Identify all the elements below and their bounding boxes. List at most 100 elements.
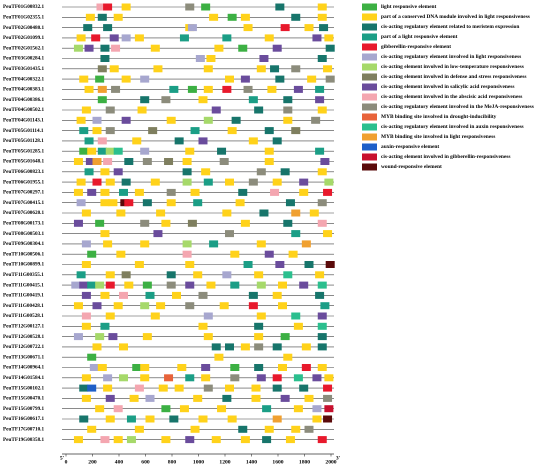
cis-element: [81, 312, 91, 320]
cis-element: [291, 127, 301, 135]
gene-label: PeuTF17G00710.1: [3, 426, 44, 432]
cis-element: [182, 240, 192, 248]
cis-element: [179, 34, 189, 42]
legend-label: light responsive element: [381, 4, 437, 10]
cis-element: [206, 55, 216, 62]
cis-element: [134, 188, 144, 196]
cis-element: [100, 44, 110, 52]
cis-element: [299, 188, 309, 196]
cis-element: [121, 3, 131, 11]
cis-element: [256, 374, 266, 382]
cis-element: [278, 281, 287, 289]
cis-element: [227, 415, 237, 423]
gene-label: PeuTF11G00419.1: [3, 293, 44, 299]
cis-element: [97, 96, 107, 104]
cis-element: [83, 24, 93, 32]
legend-label: cis-acting element involved in gibberell…: [381, 154, 510, 160]
cis-element: [100, 55, 110, 62]
cis-element: [96, 3, 106, 11]
cis-element: [325, 44, 335, 52]
cis-element: [198, 415, 208, 423]
cis-element: [182, 158, 192, 165]
legend-label: cis-acting element involved in low-tempe…: [381, 64, 524, 70]
x-tick-label: 1400: [246, 459, 257, 465]
gene-label: PeuTF04G00322.1: [3, 76, 44, 82]
cis-element: [285, 199, 295, 207]
cis-element: [103, 374, 113, 382]
cis-element: [103, 384, 113, 392]
gene-label: PeuTF01G02355.1: [3, 14, 44, 20]
cis-element: [185, 261, 195, 268]
cis-element: [248, 178, 258, 186]
legend-swatch: [362, 13, 377, 21]
cis-element: [84, 137, 94, 145]
x-tick-label: 0: [65, 459, 68, 465]
cis-element: [87, 250, 97, 258]
cis-element: [240, 343, 250, 351]
cis-element: [150, 178, 160, 186]
gene-label: PeuTF15G00102.1: [3, 385, 44, 391]
cis-element: [214, 44, 224, 52]
cis-element: [222, 34, 232, 42]
cis-element: [113, 302, 123, 310]
cis-element: [73, 436, 83, 444]
cis-element: [153, 65, 163, 73]
x-tick-label: 1800: [299, 459, 310, 465]
cis-element: [121, 116, 131, 124]
cis-element: [76, 116, 86, 124]
cis-element: [195, 55, 205, 62]
legend-swatch: [362, 33, 377, 41]
cis-element: [288, 250, 298, 258]
cis-element: [105, 281, 115, 289]
cis-element: [100, 322, 110, 330]
cis-element: [105, 106, 115, 114]
cis-element: [100, 291, 110, 299]
cis-element: [103, 158, 113, 165]
cis-element: [211, 106, 221, 114]
cis-element: [201, 168, 211, 176]
cis-element: [92, 343, 102, 351]
cis-element: [293, 405, 303, 413]
cis-element: [275, 75, 285, 83]
cis-element: [153, 230, 163, 238]
cis-element: [177, 364, 187, 371]
end-label: 3': [336, 455, 341, 461]
legend-label: cis-acting element involved in salicylic…: [381, 84, 514, 90]
cis-element: [103, 3, 113, 11]
cis-element: [79, 384, 89, 392]
cis-element: [185, 302, 195, 310]
cis-element: [225, 178, 234, 186]
cis-element: [201, 374, 211, 382]
cis-element: [324, 374, 334, 382]
cis-element: [240, 219, 250, 227]
cis-element: [317, 364, 327, 371]
cis-element: [280, 24, 290, 32]
cis-element: [324, 405, 334, 413]
cis-element: [121, 75, 131, 83]
cis-element: [73, 219, 83, 227]
cis-element: [116, 250, 126, 258]
cis-element: [85, 158, 95, 165]
cis-element: [225, 230, 234, 238]
cis-element: [108, 199, 118, 207]
cis-element: [275, 3, 285, 11]
cis-element: [119, 188, 128, 196]
cis-element: [254, 322, 264, 330]
cis-element: [217, 405, 227, 413]
cis-element: [140, 240, 150, 248]
cis-element: [238, 425, 248, 433]
cis-element: [105, 415, 115, 423]
legend-swatch: [362, 113, 377, 121]
cis-element: [134, 34, 144, 42]
cis-element: [193, 199, 203, 207]
cis-element: [73, 188, 83, 196]
gene-label: PeuTF03G00284.1: [3, 56, 44, 62]
cis-element: [198, 322, 208, 330]
cis-element: [95, 405, 105, 413]
cis-element: [248, 291, 258, 299]
cis-element: [317, 436, 327, 444]
cis-element: [325, 261, 335, 268]
cis-element: [79, 147, 89, 155]
cis-element: [76, 271, 86, 279]
cis-element: [272, 343, 282, 351]
